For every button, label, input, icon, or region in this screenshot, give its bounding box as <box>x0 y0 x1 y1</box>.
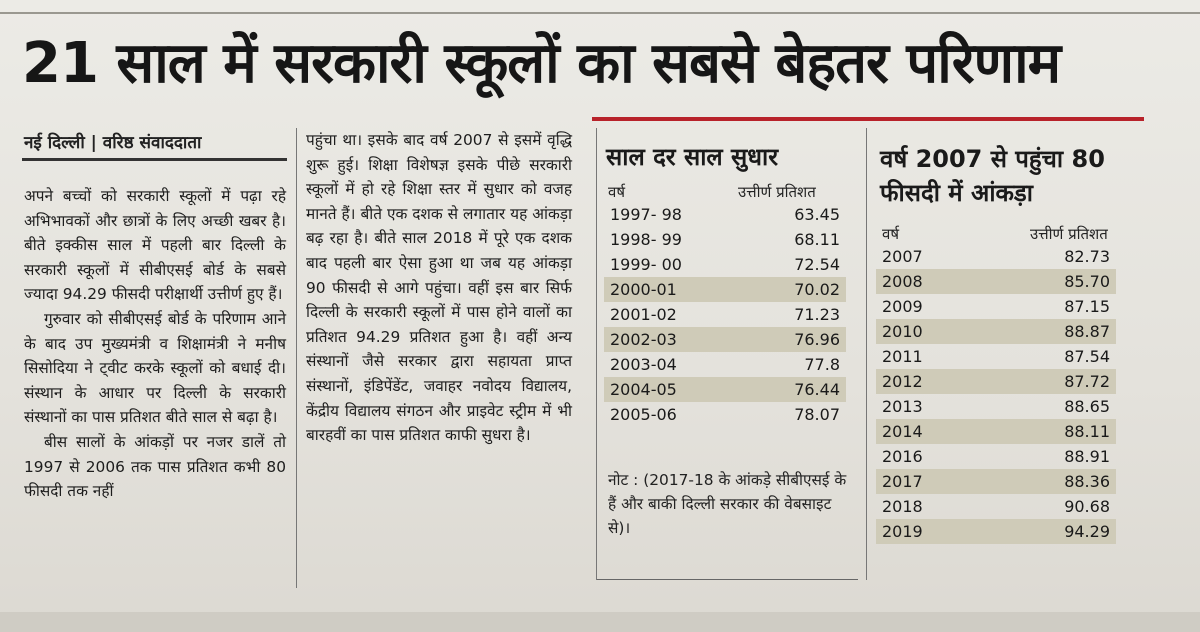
row-pct: 71.23 <box>794 305 840 324</box>
table2-row: 2017 88.36 <box>876 469 1116 494</box>
row-pct: 63.45 <box>794 205 840 224</box>
table1-row: 2000-01 70.02 <box>604 277 846 302</box>
table2-row: 2011 87.54 <box>876 344 1116 369</box>
table1-row: 1999- 00 72.54 <box>604 252 846 277</box>
row-year: 2003-04 <box>610 355 677 374</box>
row-year: 2014 <box>882 422 923 441</box>
row-year: 2007 <box>882 247 923 266</box>
row-year: 2000-01 <box>610 280 677 299</box>
table2-row: 2019 94.29 <box>876 519 1116 544</box>
table2-title-line2: फीसदी में आंकड़ा <box>880 179 1033 207</box>
row-year: 1997- 98 <box>610 205 682 224</box>
row-year: 2018 <box>882 497 923 516</box>
table1-box <box>596 128 858 580</box>
row-year: 2016 <box>882 447 923 466</box>
row-pct: 94.29 <box>1064 522 1110 541</box>
row-year: 2001-02 <box>610 305 677 324</box>
byline-rule <box>22 158 287 161</box>
row-pct: 88.36 <box>1064 472 1110 491</box>
row-year: 2013 <box>882 397 923 416</box>
headline: 21 साल में सरकारी स्कूलों का सबसे बेहतर … <box>22 31 1061 96</box>
article-column-2: पहुंचा था। इसके बाद वर्ष 2007 से इसमें व… <box>306 128 572 448</box>
table1-row: 2001-02 71.23 <box>604 302 846 327</box>
next-story-strip <box>0 612 1200 632</box>
table2-row: 2007 82.73 <box>876 244 1116 269</box>
table1-col-year: वर्ष <box>608 183 626 201</box>
row-pct: 68.11 <box>794 230 840 249</box>
row-year: 2005-06 <box>610 405 677 424</box>
row-pct: 87.72 <box>1064 372 1110 391</box>
table2-row: 2016 88.91 <box>876 444 1116 469</box>
row-year: 2019 <box>882 522 923 541</box>
row-year: 2002-03 <box>610 330 677 349</box>
row-year: 2011 <box>882 347 923 366</box>
table-accent-rule <box>592 117 1144 121</box>
row-pct: 90.68 <box>1064 497 1110 516</box>
table1-row: 1998- 99 68.11 <box>604 227 846 252</box>
row-pct: 87.15 <box>1064 297 1110 316</box>
table1-col-pct: उत्तीर्ण प्रतिशत <box>738 183 816 201</box>
table2-row: 2009 87.15 <box>876 294 1116 319</box>
row-year: 2008 <box>882 272 923 291</box>
row-pct: 78.07 <box>794 405 840 424</box>
table2-row: 2008 85.70 <box>876 269 1116 294</box>
article-paragraph: अपने बच्चों को सरकारी स्कूलों में पढ़ा र… <box>24 187 286 304</box>
row-year: 2017 <box>882 472 923 491</box>
row-pct: 88.65 <box>1064 397 1110 416</box>
row-pct: 72.54 <box>794 255 840 274</box>
table2-row: 2013 88.65 <box>876 394 1116 419</box>
table1-row: 2005-06 78.07 <box>604 402 846 427</box>
row-pct: 88.11 <box>1064 422 1110 441</box>
table2-row: 2014 88.11 <box>876 419 1116 444</box>
byline: नई दिल्ली | वरिष्ठ संवाददाता <box>24 133 202 153</box>
article-column-1: अपने बच्चों को सरकारी स्कूलों में पढ़ा र… <box>24 184 286 504</box>
column-divider <box>296 128 297 588</box>
row-year: 2010 <box>882 322 923 341</box>
row-year: 1999- 00 <box>610 255 682 274</box>
table-divider <box>866 128 867 580</box>
row-year: 2004-05 <box>610 380 677 399</box>
row-pct: 87.54 <box>1064 347 1110 366</box>
top-rule <box>0 12 1200 14</box>
table2-row: 2018 90.68 <box>876 494 1116 519</box>
article-paragraph: बीस सालों के आंकड़ों पर नजर डालें तो 199… <box>24 432 286 501</box>
table1-row: 1997- 98 63.45 <box>604 202 846 227</box>
row-pct: 70.02 <box>794 280 840 299</box>
table1-left-border <box>596 128 597 580</box>
article-paragraph: पहुंचा था। इसके बाद वर्ष 2007 से इसमें व… <box>306 131 572 445</box>
row-pct: 85.70 <box>1064 272 1110 291</box>
row-year: 1998- 99 <box>610 230 682 249</box>
table1-row: 2004-05 76.44 <box>604 377 846 402</box>
table2-row: 2010 88.87 <box>876 319 1116 344</box>
row-pct: 76.44 <box>794 380 840 399</box>
row-year: 2012 <box>882 372 923 391</box>
table2-row: 2012 87.72 <box>876 369 1116 394</box>
row-year: 2009 <box>882 297 923 316</box>
table2-col-pct: उत्तीर्ण प्रतिशत <box>1030 225 1108 243</box>
row-pct: 76.96 <box>794 330 840 349</box>
article-paragraph: गुरुवार को सीबीएसई बोर्ड के परिणाम आने क… <box>24 309 286 427</box>
row-pct: 88.91 <box>1064 447 1110 466</box>
table1-row: 2002-03 76.96 <box>604 327 846 352</box>
table1-title: साल दर साल सुधार <box>606 143 779 171</box>
row-pct: 77.8 <box>804 355 840 374</box>
table1-row: 2003-04 77.8 <box>604 352 846 377</box>
row-pct: 82.73 <box>1064 247 1110 266</box>
table1-note: नोट : (2017-18 के आंकड़े सीबीएसई के हैं … <box>608 471 847 537</box>
table2-col-year: वर्ष <box>882 225 900 243</box>
row-pct: 88.87 <box>1064 322 1110 341</box>
table2-title-line1: वर्ष 2007 से पहुंचा 80 <box>880 145 1105 173</box>
